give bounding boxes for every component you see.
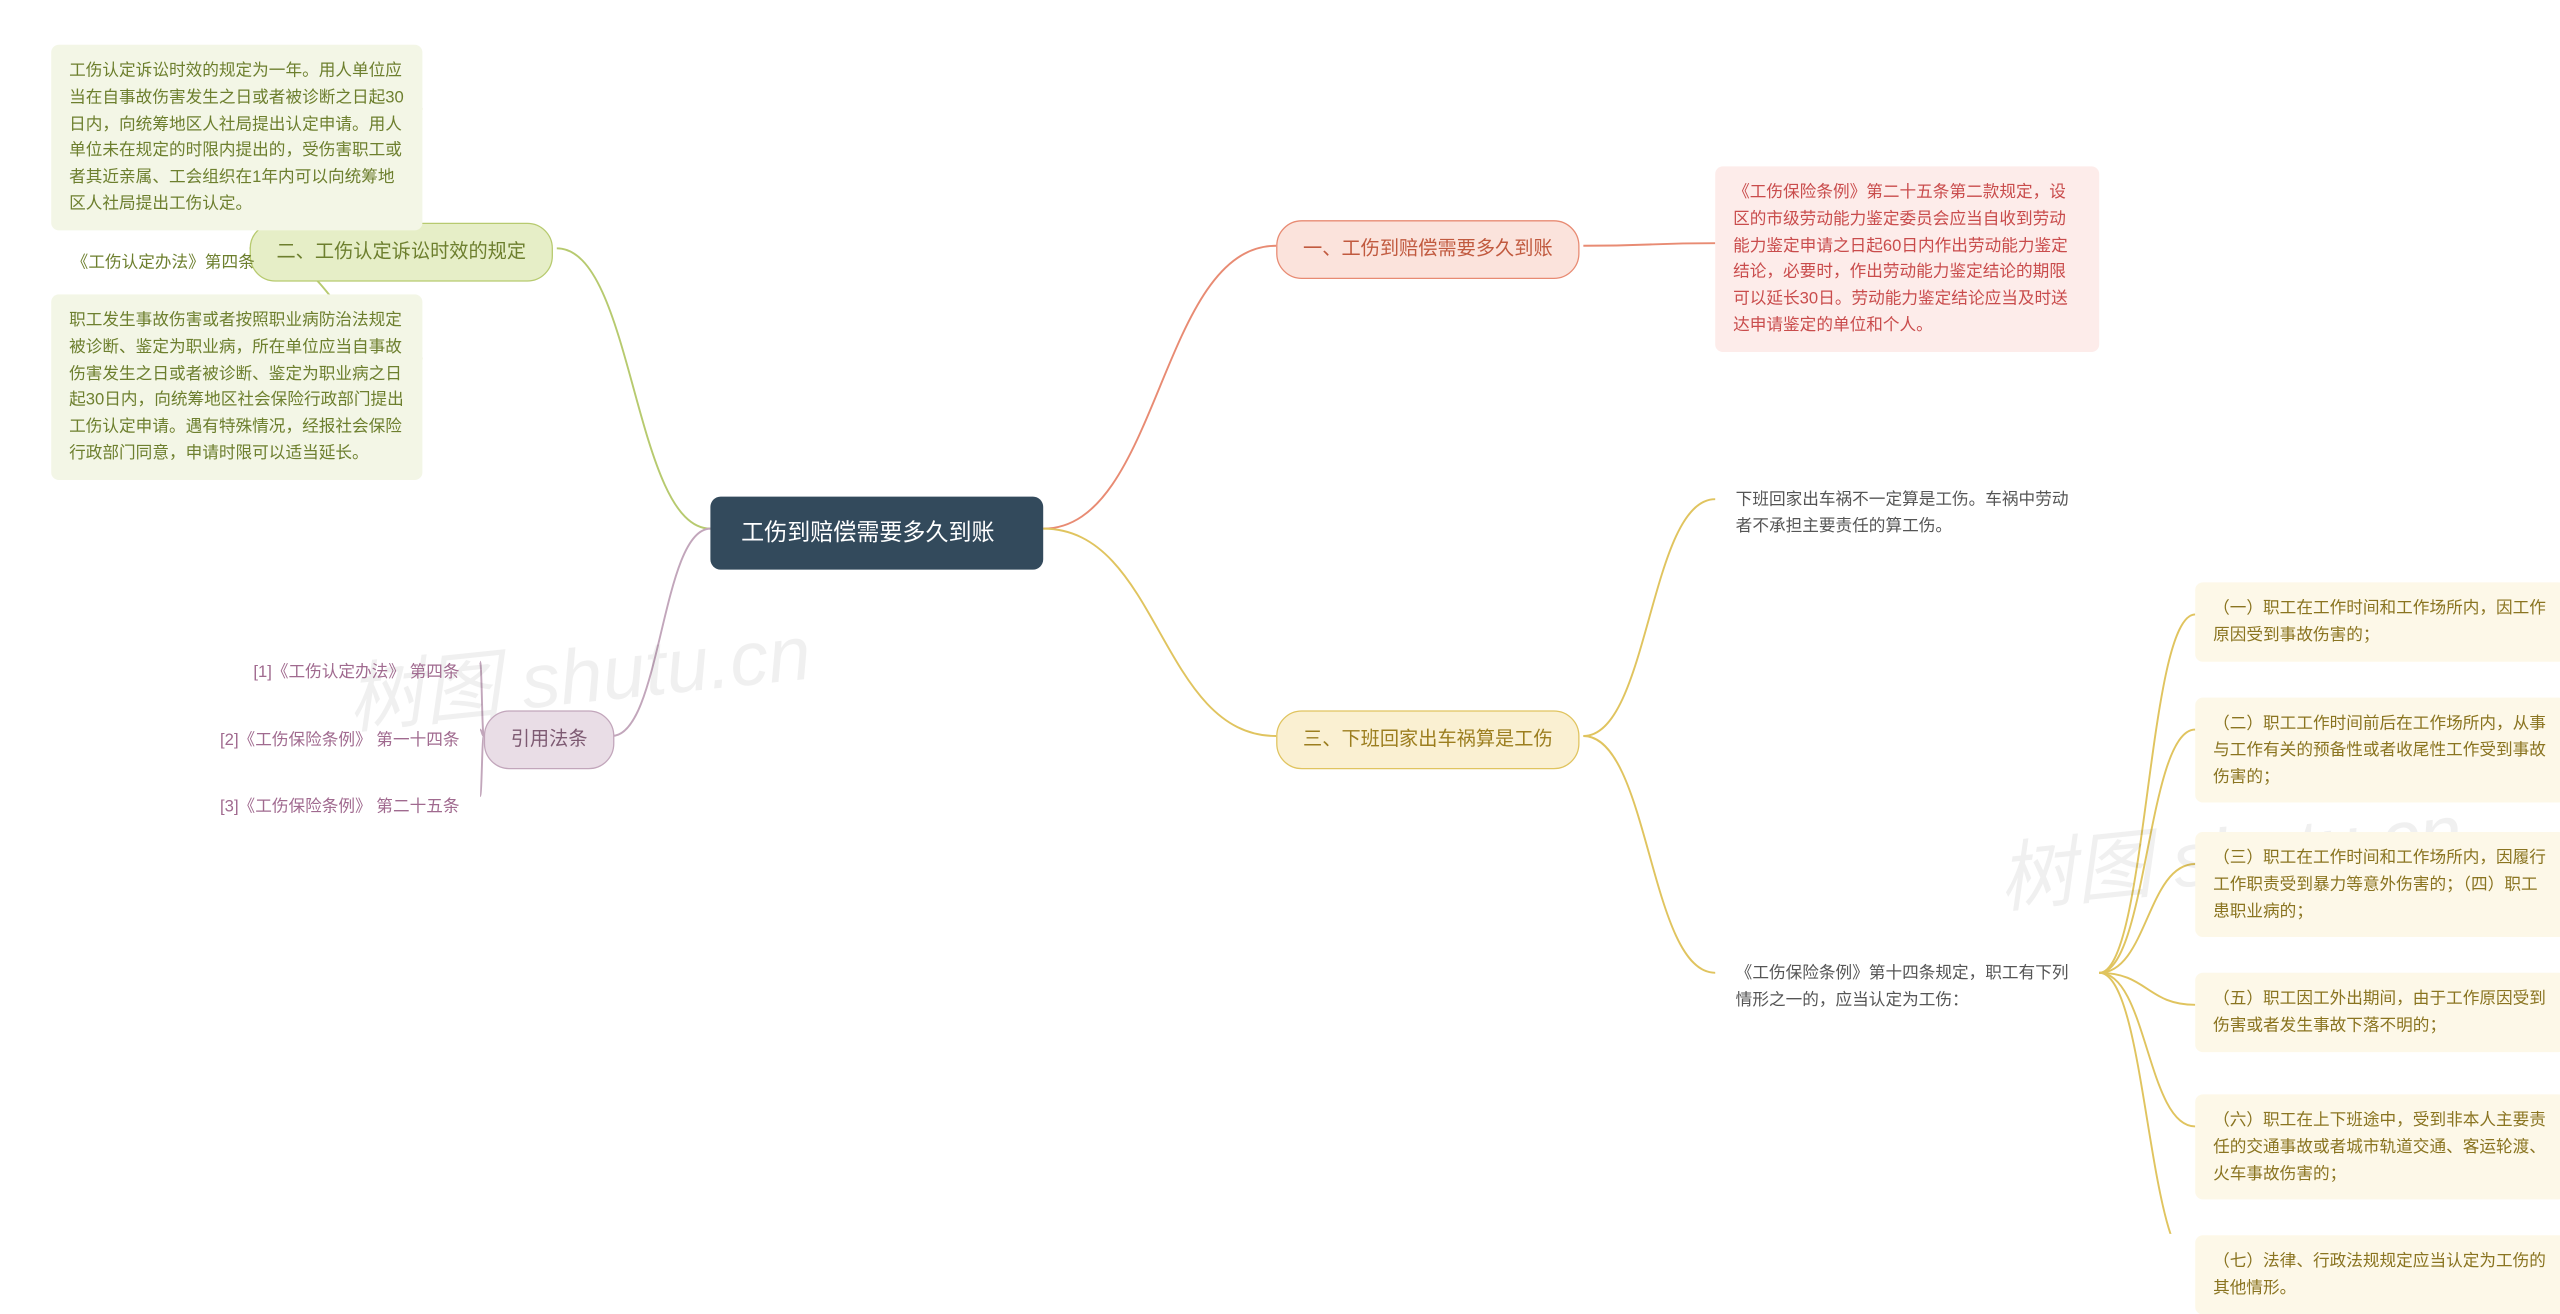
leaf-node: （七）法律、行政法规规定应当认定为工伤的其他情形。 — [2195, 1235, 2560, 1314]
leaf-node: （六）职工在上下班途中，受到非本人主要责任的交通事故或者城市轨道交通、客运轮渡、… — [2195, 1094, 2560, 1199]
leaf-node: （三）职工在工作时间和工作场所内，因履行工作职责受到暴力等意外伤害的；（四）职工… — [2195, 832, 2560, 937]
leaf-node: （五）职工因工外出期间，由于工作原因受到伤害或者发生事故下落不明的； — [2195, 973, 2560, 1052]
leaf-node: [1]《工伤认定办法》 第四条 — [198, 646, 480, 698]
leaf-node: 职工发生事故伤害或者按照职业病防治法规定被诊断、鉴定为职业病，所在单位应当自事故… — [51, 294, 422, 479]
leaf-node: 《工伤保险条例》第二十五条第二款规定，设区的市级劳动能力鉴定委员会应当自收到劳动… — [1715, 166, 2099, 351]
leaf-node: 《工伤认定办法》第四条 — [51, 237, 307, 289]
leaf-node: 工伤认定诉讼时效的规定为一年。用人单位应当在自事故伤害发生之日或者被诊断之日起3… — [51, 45, 422, 230]
branch-node: 三、下班回家出车祸算是工伤 — [1276, 710, 1579, 769]
leaf-node: 下班回家出车祸不一定算是工伤。车祸中劳动者不承担主要责任的算工伤。 — [1715, 474, 2099, 553]
leaf-node: （一）职工在工作时间和工作场所内，因工作原因受到事故伤害的； — [2195, 582, 2560, 661]
leaf-node: [2]《工伤保险条例》 第一十四条 — [173, 714, 480, 766]
branch-node: 引用法条 — [484, 710, 615, 769]
leaf-node: [3]《工伤保险条例》 第二十五条 — [173, 781, 480, 833]
center-node: 工伤到赔偿需要多久到账 — [710, 497, 1043, 570]
branch-node: 一、工伤到赔偿需要多久到账 — [1276, 220, 1579, 279]
leaf-node: （二）职工工作时间前后在工作场所内，从事与工作有关的预备性或者收尾性工作受到事故… — [2195, 698, 2560, 803]
leaf-node: 《工伤保险条例》第十四条规定，职工有下列情形之一的，应当认定为工伤： — [1715, 947, 2099, 1026]
